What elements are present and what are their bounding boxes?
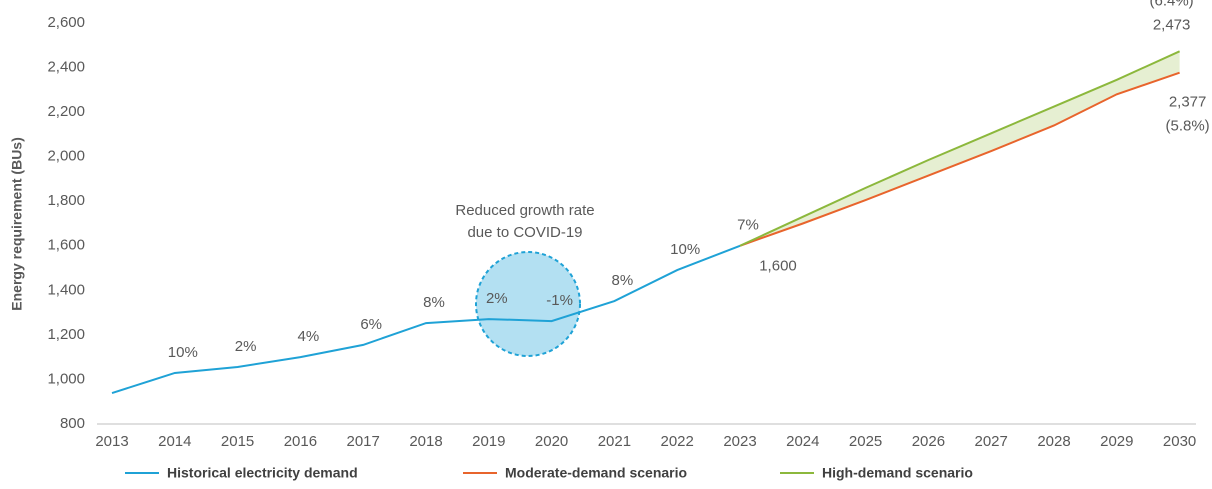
y-tick-label: 2,200 xyxy=(47,103,85,120)
x-tick-label: 2021 xyxy=(598,433,631,450)
line-series xyxy=(739,71,1180,247)
x-tick-label: 2025 xyxy=(849,433,882,450)
y-tick-label: 1,000 xyxy=(47,370,85,387)
growth-label: 8% xyxy=(612,272,634,289)
growth-label: 2% xyxy=(235,338,257,355)
legend-label: High-demand scenario xyxy=(822,465,973,481)
y-tick-label: 1,600 xyxy=(47,237,85,254)
y-tick-label: 2,000 xyxy=(47,148,85,165)
x-tick-label: 2014 xyxy=(158,433,191,450)
growth-label: 4% xyxy=(298,328,320,345)
x-tick-label: 2030 xyxy=(1163,433,1196,450)
y-tick-label: 1,200 xyxy=(47,326,85,343)
covid-highlight xyxy=(475,251,581,357)
x-tick-label: 2026 xyxy=(912,433,945,450)
line-series xyxy=(739,50,1181,247)
line-series xyxy=(111,244,741,394)
value-label: 1,600 xyxy=(759,258,797,275)
y-axis-label: Energy requirement (BUs) xyxy=(9,137,25,310)
growth-label: -1% xyxy=(546,292,573,309)
annotation: due to COVID-19 xyxy=(467,224,582,241)
growth-label: 7% xyxy=(737,217,759,234)
y-tick-label: 1,400 xyxy=(47,281,85,298)
growth-label: 8% xyxy=(423,294,445,311)
x-tick-label: 2020 xyxy=(535,433,568,450)
growth-label: 2% xyxy=(486,290,508,307)
value-label: 2,377 xyxy=(1169,94,1207,111)
x-tick-label: 2022 xyxy=(661,433,694,450)
x-tick-label: 2024 xyxy=(786,433,819,450)
growth-label: 10% xyxy=(670,241,700,258)
y-tick-label: 800 xyxy=(60,415,85,432)
x-tick-label: 2027 xyxy=(975,433,1008,450)
x-tick-label: 2019 xyxy=(472,433,505,450)
legend-label: Moderate-demand scenario xyxy=(505,465,687,481)
y-tick-label: 2,400 xyxy=(47,59,85,76)
legend-label: Historical electricity demand xyxy=(167,465,358,481)
annotation: Reduced growth rate xyxy=(455,202,594,219)
x-tick-label: 2017 xyxy=(347,433,380,450)
y-tick-label: 2,600 xyxy=(47,14,85,31)
x-tick-label: 2015 xyxy=(221,433,254,450)
cagr-label: (6.4%) xyxy=(1150,0,1194,9)
x-tick-label: 2029 xyxy=(1100,433,1133,450)
x-tick-label: 2016 xyxy=(284,433,317,450)
x-tick-label: 2013 xyxy=(95,433,128,450)
growth-label: 6% xyxy=(360,316,382,333)
x-tick-label: 2028 xyxy=(1037,433,1070,450)
value-label: 2,473 xyxy=(1153,16,1191,33)
y-tick-label: 1,800 xyxy=(47,192,85,209)
cagr-label: (5.8%) xyxy=(1166,118,1210,135)
x-tick-label: 2023 xyxy=(723,433,756,450)
x-tick-label: 2018 xyxy=(409,433,442,450)
growth-label: 10% xyxy=(168,344,198,361)
